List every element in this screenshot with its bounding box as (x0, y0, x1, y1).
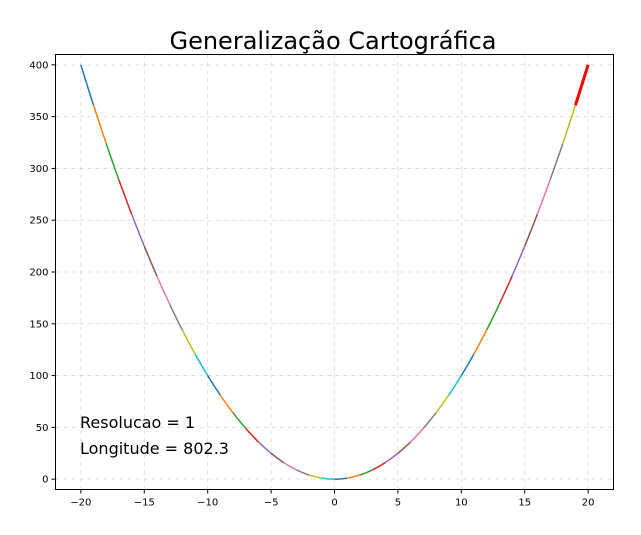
curve-segment (92, 105, 107, 144)
x-tick-label: 10 (455, 498, 468, 509)
curve-segment (536, 179, 551, 215)
curve-segment (334, 477, 348, 480)
curve-segment (181, 329, 196, 355)
curve-segment (359, 469, 373, 476)
curve-segment (511, 245, 526, 277)
curve-segment (283, 461, 297, 471)
curve (80, 64, 589, 480)
curve-segment (219, 394, 234, 414)
x-tick-label: −5 (264, 498, 279, 509)
y-tick-label: 200 (29, 268, 48, 279)
curve-segment (498, 275, 513, 305)
curve-segment (130, 213, 145, 247)
x-tick-label: −15 (134, 498, 155, 509)
curve-segment (486, 303, 501, 331)
curve-segment (473, 329, 488, 355)
x-tick-label: −10 (197, 498, 218, 509)
y-axis: 0 50 100 150 200 250 300 350 400 (29, 60, 56, 486)
y-tick-label: 300 (29, 164, 48, 175)
y-tick-label: 400 (29, 60, 48, 71)
curve-segment (410, 427, 424, 443)
curve-segment (448, 375, 462, 396)
curve-segment (80, 64, 95, 106)
y-tick-label: 50 (36, 423, 49, 434)
curve-segment (245, 427, 259, 443)
x-tick-label: 5 (395, 498, 401, 509)
y-tick-label: 0 (42, 475, 48, 486)
grid (55, 54, 614, 490)
annotation-resolution: Resolucao = 1 (80, 413, 195, 432)
x-tick-label: 20 (582, 498, 595, 509)
x-tick-label: −20 (70, 498, 91, 509)
curve-segment (549, 143, 564, 181)
curve-segment (308, 474, 322, 479)
curve-segment (143, 245, 158, 277)
x-axis: −20 −15 −10 −5 0 5 10 15 20 (70, 489, 595, 509)
curve-segment (156, 275, 171, 305)
y-tick-label: 150 (29, 319, 48, 330)
curve-segment (435, 394, 450, 414)
curve-segment (347, 474, 361, 479)
curve-segment (562, 105, 577, 144)
curve-segment (372, 461, 386, 471)
x-tick-label: 0 (331, 498, 337, 509)
highlight-line (574, 64, 590, 106)
curve-segment (232, 412, 247, 429)
curve-segment (296, 469, 310, 476)
curve-segment (384, 452, 399, 464)
curve-segment (460, 353, 475, 376)
curve-segment (118, 179, 133, 215)
chart-title: Generalização Cartográfica (169, 27, 496, 55)
curve-segment (397, 441, 412, 454)
curve-segment (168, 303, 183, 331)
highlight-segment (574, 64, 590, 106)
curve-segment (105, 143, 120, 181)
annotation-length: Longitude = 802.3 (80, 439, 229, 458)
curve-segment (257, 441, 272, 454)
curve-segment (270, 452, 285, 464)
x-tick-label: 15 (518, 498, 531, 509)
curve-segment (207, 375, 221, 396)
curve-segment (194, 353, 209, 376)
curve-segment (524, 213, 539, 247)
y-tick-label: 250 (29, 216, 48, 227)
curve-segment (422, 412, 437, 429)
y-tick-label: 350 (29, 112, 48, 123)
y-tick-label: 100 (29, 371, 48, 382)
curve-segment (321, 477, 335, 480)
